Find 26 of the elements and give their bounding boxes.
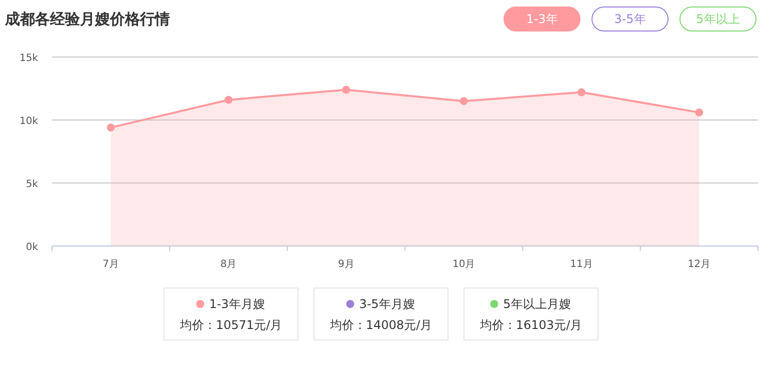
y-tick-label: 5k — [26, 179, 38, 190]
legend-label: 5年以上月嫂 — [503, 297, 571, 311]
text: 5年以上 — [696, 12, 740, 26]
x-tick-label: 7月 — [102, 259, 120, 270]
legend-label: 3-5年月嫂 — [359, 297, 415, 311]
x-tick-label: 10月 — [452, 259, 476, 270]
text: 均价：16103元/月 — [478, 318, 582, 332]
point — [695, 108, 704, 116]
x-tick-label: 9月 — [338, 259, 354, 270]
chart-title: 成都各经验月嫂价格行情 — [4, 10, 170, 28]
y-tick-label: 0k — [26, 242, 38, 253]
text: 均价：10571元/月 — [178, 318, 282, 332]
x-tick-label: 11月 — [570, 259, 593, 270]
x-tick-label: 8月 — [220, 259, 237, 270]
y-tick-label: 10k — [19, 116, 38, 127]
text: 1-3年 — [526, 12, 558, 26]
point — [224, 96, 232, 104]
text: 3-5年 — [614, 12, 646, 26]
y-tick-label: 15k — [19, 53, 38, 64]
point — [460, 97, 468, 106]
point — [106, 124, 115, 132]
x-tick-label: 12月 — [688, 259, 711, 270]
point — [578, 88, 586, 96]
legend-label: 1-3年月嫂 — [209, 297, 265, 311]
point — [342, 86, 350, 94]
text: 均价：14008元/月 — [328, 318, 432, 332]
